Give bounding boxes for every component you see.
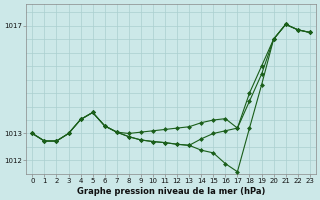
X-axis label: Graphe pression niveau de la mer (hPa): Graphe pression niveau de la mer (hPa) [77,187,265,196]
